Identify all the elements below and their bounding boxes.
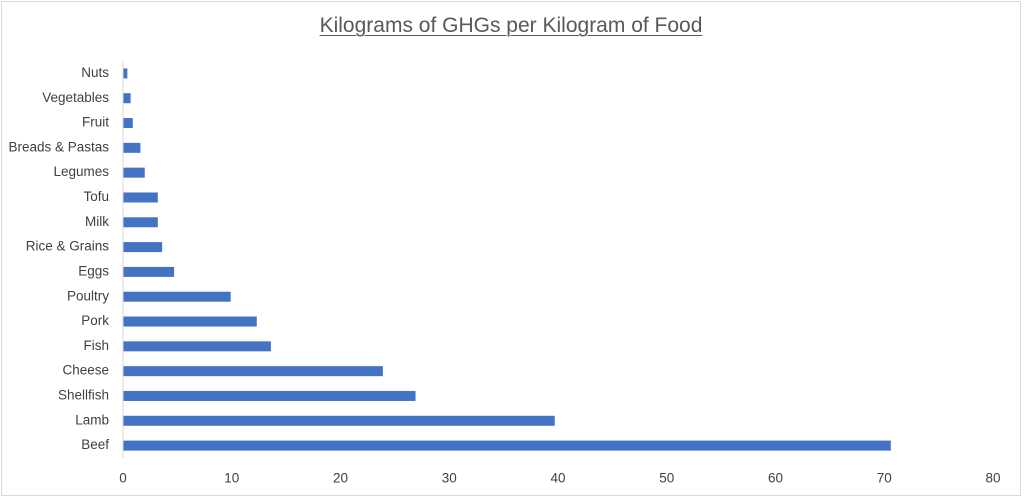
bar-legumes — [123, 167, 145, 178]
category-label: Pork — [81, 313, 109, 328]
category-label: Fish — [83, 338, 109, 353]
category-label: Rice & Grains — [26, 239, 110, 254]
bar-nuts — [123, 68, 128, 79]
bar-fruit — [123, 118, 133, 129]
chart-title: Kilograms of GHGs per Kilogram of Food — [319, 14, 703, 37]
category-label: Lamb — [75, 412, 109, 427]
bar-beef — [123, 440, 891, 451]
bar-eggs — [123, 266, 175, 277]
bar-vegetables — [123, 93, 131, 104]
category-label: Beef — [81, 437, 109, 452]
bar-lamb — [123, 415, 555, 426]
x-tick-label: 70 — [877, 471, 892, 486]
category-label: Vegetables — [42, 90, 109, 105]
x-tick-label: 60 — [768, 471, 783, 486]
bar-tofu — [123, 192, 158, 203]
x-tick-label: 0 — [119, 471, 127, 486]
bars-group — [123, 68, 891, 451]
x-tick-label: 50 — [659, 471, 674, 486]
x-tick-label: 80 — [985, 471, 1000, 486]
bar-rice-grains — [123, 242, 163, 253]
bar-pork — [123, 316, 257, 327]
bar-cheese — [123, 366, 383, 377]
category-label: Fruit — [82, 115, 109, 130]
bar-milk — [123, 217, 158, 228]
category-labels-group: Nuts Vegetables Fruit Breads & Pastas Legume… — [8, 65, 109, 452]
category-label: Tofu — [83, 189, 109, 204]
bar-shellfish — [123, 390, 416, 401]
x-tick-label: 40 — [550, 471, 565, 486]
category-label: Cheese — [62, 363, 109, 378]
category-label: Breads & Pastas — [8, 139, 109, 154]
bar-fish — [123, 341, 271, 352]
bar-breads-pastas — [123, 142, 141, 153]
category-label: Milk — [85, 214, 109, 229]
category-label: Legumes — [53, 164, 109, 179]
x-tick-label: 30 — [442, 471, 457, 486]
category-label: Poultry — [67, 288, 109, 303]
x-tick-labels-group: 0 10 20 30 40 50 60 70 80 — [119, 471, 1000, 486]
category-label: Eggs — [78, 263, 109, 278]
bar-poultry — [123, 291, 231, 302]
category-label: Shellfish — [58, 388, 109, 403]
category-label: Nuts — [81, 65, 109, 80]
x-tick-label: 20 — [333, 471, 348, 486]
x-tick-label: 10 — [224, 471, 239, 486]
